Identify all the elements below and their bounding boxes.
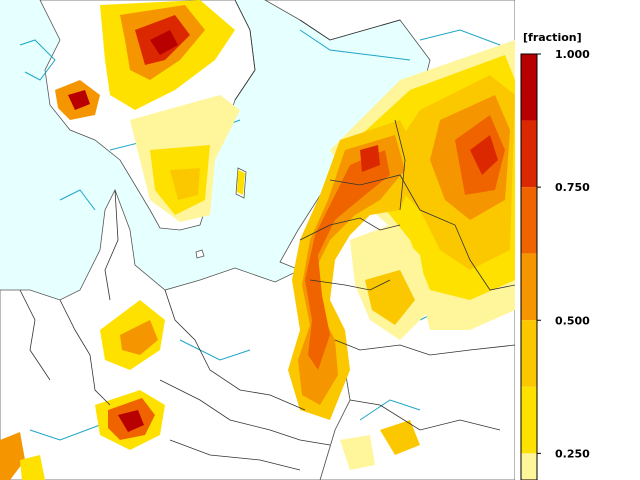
- legend-color-band: [521, 253, 537, 321]
- contour-baltic-arc: [305, 150, 390, 370]
- isoline: [419, 29, 501, 46]
- border: [234, 0, 256, 101]
- contour-norway-west: [68, 90, 90, 110]
- border: [164, 289, 306, 411]
- legend-tick-label: 0.500: [555, 314, 590, 327]
- isoline: [59, 189, 96, 211]
- legend-tick-label: 0.750: [555, 181, 590, 194]
- contour-southwest: [0, 432, 25, 480]
- fraction-field: [0, 0, 515, 480]
- legend-color-band: [521, 320, 537, 387]
- contour-east: [470, 135, 498, 175]
- border: [349, 399, 501, 431]
- legend-unit-label: [fraction]: [523, 31, 582, 44]
- contour-gotland: [237, 170, 245, 195]
- legend-colorbar: 1.000 0.750 0.500 0.250: [520, 48, 590, 480]
- map-canvas: [0, 0, 515, 480]
- legend-color-band: [521, 54, 537, 121]
- contour-southwest: [20, 455, 45, 480]
- land-bornholm: [195, 249, 205, 259]
- border: [309, 279, 391, 291]
- isoline: [29, 424, 101, 441]
- country-borders: [19, 0, 515, 471]
- isoline: [359, 399, 421, 421]
- border: [299, 19, 401, 41]
- isoline: [179, 339, 251, 361]
- legend-tick-label: 1.000: [555, 48, 590, 61]
- contour-balkans: [380, 420, 420, 455]
- isoline: [299, 29, 411, 61]
- border: [59, 299, 111, 406]
- color-legend: [fraction] 1.000 0.750 0.500 0.250: [515, 0, 640, 480]
- border: [394, 119, 406, 211]
- legend-colorbar-frame: [520, 53, 538, 480]
- border: [19, 289, 51, 381]
- legend-color-band: [521, 386, 537, 454]
- border: [104, 189, 119, 301]
- contour-central-europe: [120, 320, 158, 355]
- contour-balkans: [340, 435, 375, 470]
- border: [159, 379, 331, 446]
- contour-baltic-arc: [360, 145, 380, 172]
- legend-color-band: [521, 187, 537, 254]
- border: [334, 339, 515, 356]
- land-continental-europe: [0, 189, 351, 480]
- border: [329, 174, 515, 291]
- contour-scandinavia: [150, 30, 178, 55]
- border: [169, 439, 301, 471]
- legend-color-band: [521, 120, 537, 188]
- isoline: [19, 39, 56, 81]
- contour-alps: [118, 410, 144, 432]
- legend-tick-label: 0.250: [555, 447, 590, 460]
- contour-sweden: [170, 168, 200, 200]
- border: [299, 217, 401, 241]
- legend-color-band: [521, 453, 537, 480]
- contour-interior: [365, 270, 415, 325]
